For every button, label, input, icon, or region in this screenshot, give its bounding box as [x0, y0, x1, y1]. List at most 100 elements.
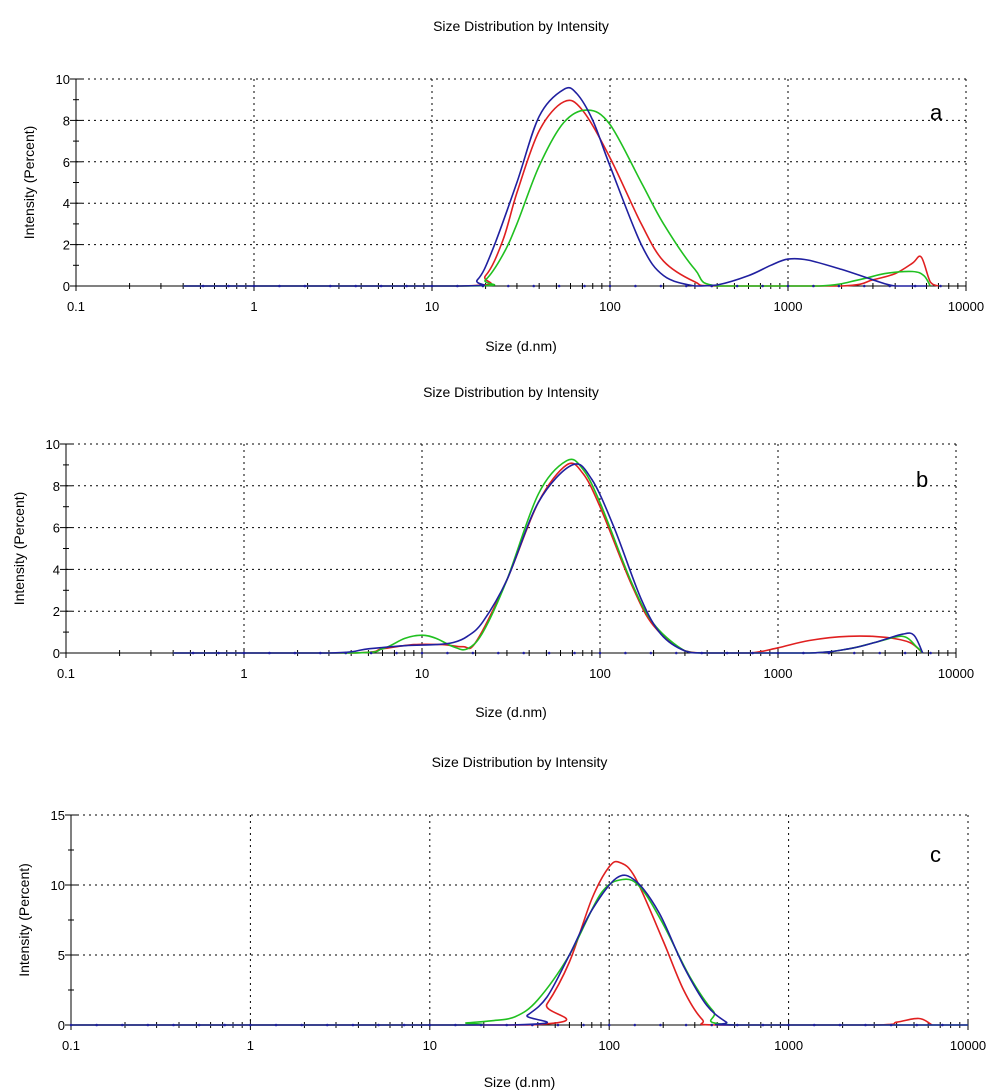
bin-marker	[583, 284, 586, 288]
chart-title: Size Distribution by Intensity	[432, 754, 608, 770]
bin-marker	[913, 284, 917, 288]
bin-marker	[532, 284, 536, 288]
x-tick-label: 10000	[938, 666, 974, 681]
bin-marker	[852, 651, 856, 655]
bin-marker	[505, 1023, 508, 1027]
x-tick-label: 0.1	[62, 1038, 80, 1053]
bin-marker	[929, 651, 932, 655]
bin-marker	[278, 284, 281, 288]
chart-panel-c: Size Distribution by Intensity 0.1 1 10 10 0 1…	[16, 754, 986, 1090]
bin-marker	[420, 651, 424, 655]
panel-label: a	[930, 100, 943, 125]
series-line-1	[183, 99, 939, 287]
bin-marker	[710, 284, 714, 288]
bin-marker	[217, 651, 220, 655]
bin-marker	[146, 1023, 150, 1027]
series-line-3	[70, 874, 968, 1026]
bin-marker	[120, 1023, 124, 1027]
bin-marker	[812, 1023, 816, 1027]
bin-marker	[802, 651, 805, 655]
y-tick-label: 0	[58, 1018, 65, 1033]
x-tick-label: 100	[599, 299, 621, 314]
bin-marker	[496, 651, 500, 655]
bin-marker	[787, 1023, 790, 1027]
x-tick-label: 10	[425, 299, 439, 314]
bin-marker	[242, 651, 246, 655]
bin-marker	[300, 1023, 303, 1027]
x-tick-label: 1000	[774, 1038, 803, 1053]
y-tick-label: 8	[53, 479, 60, 494]
bin-marker	[318, 651, 322, 655]
bin-marker	[710, 1023, 714, 1027]
bin-marker	[889, 1023, 893, 1027]
bin-marker	[293, 651, 297, 655]
bin-marker	[776, 651, 780, 655]
bin-marker	[252, 284, 256, 288]
y-tick-label: 10	[46, 437, 60, 452]
bin-marker	[736, 1023, 739, 1027]
bin-marker	[649, 651, 653, 655]
bin-marker	[888, 284, 892, 288]
y-tick-label: 10	[56, 72, 70, 87]
bin-marker	[328, 284, 332, 288]
bin-marker	[227, 284, 230, 288]
bin-marker	[395, 651, 398, 655]
x-tick-label: 10000	[950, 1038, 986, 1053]
y-tick-label: 15	[51, 808, 65, 823]
bin-marker	[941, 1023, 944, 1027]
series-line-3	[173, 463, 924, 654]
bin-marker	[862, 284, 866, 288]
y-axis-label: Intensity (Percent)	[16, 863, 32, 977]
y-tick-label: 4	[53, 562, 60, 577]
bin-marker	[274, 1023, 278, 1027]
x-tick-label: 10	[423, 1038, 437, 1053]
x-tick-label: 1000	[764, 666, 793, 681]
bin-marker	[531, 1023, 534, 1027]
bin-marker	[471, 651, 475, 655]
bin-marker	[684, 284, 688, 288]
bin-marker	[659, 1023, 662, 1027]
bin-marker	[95, 1023, 98, 1027]
bin-marker	[761, 1023, 765, 1027]
bin-marker	[878, 651, 882, 655]
series-line-1	[173, 462, 924, 654]
y-tick-label: 0	[53, 646, 60, 661]
bin-marker	[838, 1023, 842, 1027]
bin-marker	[939, 284, 942, 288]
bin-marker	[624, 651, 627, 655]
y-tick-label: 2	[53, 604, 60, 619]
bin-marker	[608, 284, 612, 288]
bin-marker	[172, 1023, 175, 1027]
bin-marker	[249, 1023, 252, 1027]
y-tick-label: 6	[53, 521, 60, 536]
bin-marker	[725, 651, 729, 655]
y-tick-label: 10	[51, 878, 65, 893]
x-tick-label: 1	[247, 1038, 254, 1053]
bin-marker	[405, 284, 408, 288]
bin-marker	[915, 1023, 919, 1027]
y-tick-label: 0	[63, 279, 70, 294]
y-tick-label: 2	[63, 238, 70, 253]
y-tick-label: 4	[63, 196, 70, 211]
bin-marker	[369, 651, 373, 655]
bin-marker	[191, 651, 195, 655]
x-axis-label: Size (d.nm)	[485, 338, 557, 354]
bin-marker	[761, 284, 764, 288]
series-line-3	[183, 86, 927, 287]
x-tick-label: 1	[250, 299, 257, 314]
x-axis-label: Size (d.nm)	[484, 1074, 556, 1090]
x-tick-label: 0.1	[57, 666, 75, 681]
x-axis-label: Size (d.nm)	[475, 704, 547, 720]
bin-marker	[674, 651, 678, 655]
bin-marker	[864, 1023, 867, 1027]
bin-marker	[556, 1023, 560, 1027]
bin-marker	[573, 651, 576, 655]
bin-marker	[481, 284, 485, 288]
bin-marker	[197, 1023, 201, 1027]
bin-marker	[303, 284, 307, 288]
bin-marker	[557, 284, 561, 288]
bin-marker	[354, 284, 358, 288]
